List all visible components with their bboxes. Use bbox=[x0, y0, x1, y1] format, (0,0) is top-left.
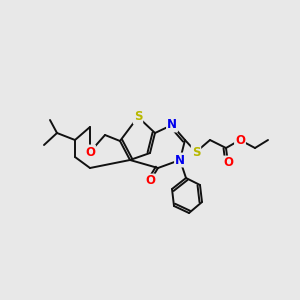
Text: N: N bbox=[167, 118, 177, 131]
Text: O: O bbox=[145, 175, 155, 188]
Text: O: O bbox=[85, 146, 95, 158]
Text: O: O bbox=[235, 134, 245, 146]
Text: O: O bbox=[223, 157, 233, 169]
Text: S: S bbox=[192, 146, 200, 158]
Text: N: N bbox=[175, 154, 185, 166]
Text: S: S bbox=[134, 110, 142, 124]
